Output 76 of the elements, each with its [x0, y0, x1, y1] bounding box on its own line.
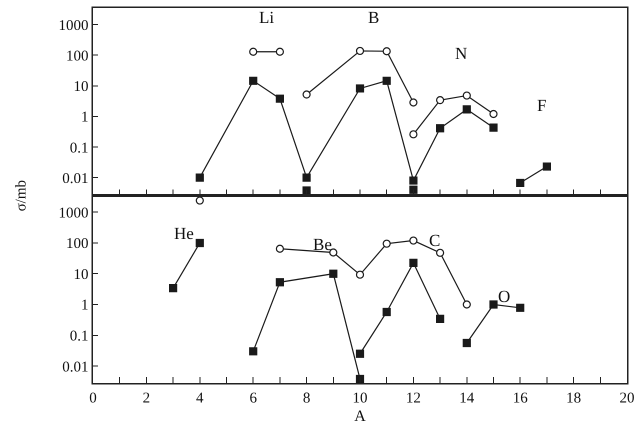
point [436, 314, 444, 323]
x-axis-title: A [354, 408, 366, 425]
point [249, 347, 258, 356]
y-tick-label: 1 [81, 298, 88, 314]
point [489, 110, 498, 118]
point [542, 162, 551, 171]
point [436, 124, 444, 132]
point [409, 236, 418, 245]
x-tick-label: 16 [512, 390, 528, 406]
point [409, 176, 418, 185]
y-tick-label: 1000 [58, 205, 88, 222]
point [249, 76, 258, 85]
y-tick-label: 100 [66, 236, 88, 252]
point [382, 47, 391, 56]
point [302, 174, 311, 182]
point [356, 46, 364, 56]
y-tick-label: 1 [81, 110, 88, 126]
point [382, 308, 391, 316]
annotation: Li [259, 8, 274, 27]
point [462, 91, 471, 100]
annotation: O [498, 287, 510, 306]
point [356, 84, 364, 93]
x-tick-label: 2 [142, 390, 150, 406]
y-tick-label: 100 [66, 48, 88, 64]
y-tick-label: 1000 [58, 18, 88, 34]
y-tick-label: 0.1 [70, 328, 88, 344]
point [329, 270, 338, 278]
x-tick-label: 12 [406, 390, 421, 406]
point [382, 240, 391, 248]
point [436, 248, 444, 257]
point [276, 94, 284, 103]
annotation: He [174, 224, 194, 243]
x-tick-label: 18 [566, 390, 582, 406]
point [196, 238, 204, 248]
point [302, 90, 311, 99]
point [409, 258, 418, 268]
y-tick-label: 10 [74, 266, 88, 283]
point [196, 196, 204, 205]
annotation: C [429, 231, 440, 250]
point [462, 338, 471, 348]
point [516, 304, 524, 312]
point [436, 96, 444, 104]
y-tick-label: 0.01 [62, 359, 88, 376]
x-tick-label: 8 [302, 390, 310, 406]
x-tick-label: 6 [249, 390, 258, 406]
point [382, 76, 391, 85]
point [409, 98, 418, 107]
point [169, 284, 178, 292]
x-tick-label: 0 [89, 390, 97, 406]
annotation: F [537, 96, 546, 115]
point [356, 374, 364, 384]
point [249, 48, 258, 56]
x-tick-label: 20 [620, 390, 634, 406]
y-tick-label: 10 [74, 79, 88, 96]
point [356, 350, 364, 358]
annotation: B [368, 8, 380, 27]
x-tick-label: 4 [196, 390, 204, 406]
y-tick-label: 0.01 [62, 170, 88, 187]
point [462, 105, 471, 114]
annotation: Be [313, 235, 332, 254]
point [196, 174, 204, 182]
x-tick-label: 14 [459, 390, 475, 406]
point [489, 300, 498, 309]
point [356, 270, 364, 279]
point [489, 124, 498, 132]
point [409, 130, 418, 138]
annotation: N [455, 44, 468, 63]
point [462, 300, 471, 309]
y-tick-label: 0.1 [70, 140, 88, 156]
point [409, 186, 418, 194]
point [276, 48, 284, 56]
y-axis-title: σ/mb [13, 180, 30, 212]
point [276, 278, 284, 286]
point [276, 244, 284, 253]
x-tick-label: 10 [352, 390, 368, 406]
point [516, 178, 524, 188]
